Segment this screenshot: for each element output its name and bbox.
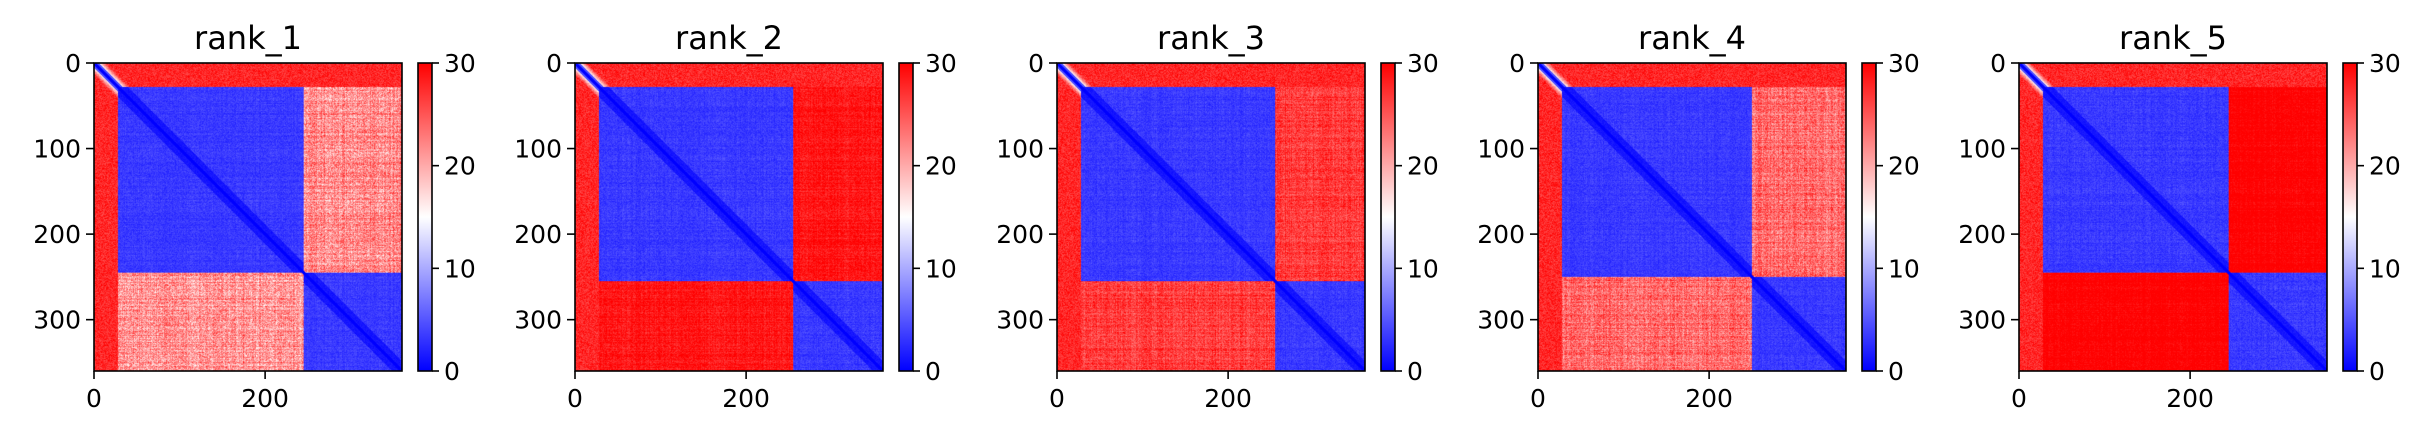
y-tick-label: 300	[1477, 306, 1525, 335]
plot-frame	[1537, 62, 1847, 372]
y-tick-label: 200	[514, 220, 562, 249]
heatmap-panel-4: rank_4 0 100 200 300 0 200 0 10 20 30	[1477, 19, 1920, 413]
y-tick-label: 0	[65, 49, 81, 78]
colorbar-tick-label: 20	[1888, 152, 1920, 181]
y-tick-label: 200	[33, 220, 81, 249]
colorbar	[1381, 63, 1395, 371]
colorbar-tick-label: 30	[1407, 49, 1439, 78]
heatmap-image	[1057, 63, 1365, 371]
y-tick-label: 300	[996, 306, 1044, 335]
plot-frame	[574, 62, 884, 372]
colorbar-tick-label: 0	[444, 357, 460, 386]
colorbar-tick-label: 20	[925, 152, 957, 181]
y-tick-label: 0	[546, 49, 562, 78]
colorbar-tick-label: 20	[444, 152, 476, 181]
x-tick-label: 0	[567, 384, 583, 413]
colorbar-tick-label: 0	[1407, 357, 1423, 386]
colorbar-tick-label: 30	[444, 49, 476, 78]
colorbar-frame	[417, 62, 433, 372]
y-tick-label: 100	[33, 135, 81, 164]
y-tick-label: 300	[514, 306, 562, 335]
y-tick-label: 200	[1958, 220, 2006, 249]
plot-frame	[93, 62, 403, 372]
y-tick-label: 100	[996, 135, 1044, 164]
plot-frame	[2018, 62, 2328, 372]
y-tick-label: 0	[1990, 49, 2006, 78]
x-tick-label: 0	[1530, 384, 1546, 413]
colorbar-tick-label: 10	[1407, 254, 1439, 283]
x-tick-label: 0	[1049, 384, 1065, 413]
panel-title: rank_1	[194, 19, 302, 57]
x-tick-label: 0	[2011, 384, 2027, 413]
y-tick-label: 100	[1477, 135, 1525, 164]
x-tick-label: 200	[241, 384, 289, 413]
colorbar-tick-label: 30	[2369, 49, 2401, 78]
y-tick-label: 300	[1958, 306, 2006, 335]
colorbar-tick-label: 0	[925, 357, 941, 386]
colorbar-frame	[898, 62, 914, 372]
x-tick-label: 0	[86, 384, 102, 413]
colorbar	[1862, 63, 1876, 371]
heatmap-image	[94, 63, 402, 371]
colorbar	[418, 63, 432, 371]
colorbar-frame	[1861, 62, 1877, 372]
heatmap-image	[575, 63, 883, 371]
heatmap-panel-5: rank_5 0 100 200 300 0 200 0 10 20 30	[1958, 19, 2401, 413]
y-tick-label: 100	[1958, 135, 2006, 164]
y-tick-label: 200	[996, 220, 1044, 249]
colorbar-frame	[2342, 62, 2358, 372]
colorbar-tick-label: 10	[2369, 254, 2401, 283]
colorbar-tick-label: 0	[2369, 357, 2385, 386]
colorbar	[899, 63, 913, 371]
colorbar-tick-label: 10	[444, 254, 476, 283]
x-tick-label: 200	[722, 384, 770, 413]
y-tick-label: 300	[33, 306, 81, 335]
panel-title: rank_3	[1157, 19, 1265, 57]
panel-title: rank_5	[2119, 19, 2227, 57]
colorbar-tick-label: 30	[925, 49, 957, 78]
colorbar-tick-label: 0	[1888, 357, 1904, 386]
colorbar-tick-label: 30	[1888, 49, 1920, 78]
x-tick-label: 200	[1685, 384, 1733, 413]
x-tick-label: 200	[1204, 384, 1252, 413]
colorbar-tick-label: 10	[925, 254, 957, 283]
panel-title: rank_2	[675, 19, 783, 57]
heatmap-panel-2: rank_2 0 100 200 300 0 200 0 10 20 30	[514, 19, 957, 413]
heatmap-image	[2019, 63, 2327, 371]
colorbar-tick-label: 10	[1888, 254, 1920, 283]
colorbar-tick-label: 20	[2369, 152, 2401, 181]
heatmap-panel-1: rank_1 0 100 200 300 0 200 0 10 20 30	[33, 19, 476, 413]
panel-title: rank_4	[1638, 19, 1746, 57]
heatmap-image	[1538, 63, 1846, 371]
x-tick-label: 200	[2166, 384, 2214, 413]
y-tick-label: 200	[1477, 220, 1525, 249]
colorbar-frame	[1380, 62, 1396, 372]
y-tick-label: 0	[1028, 49, 1044, 78]
heatmap-panel-3: rank_3 0 100 200 300 0 200 0 10 20 30	[996, 19, 1439, 413]
y-tick-label: 100	[514, 135, 562, 164]
colorbar-tick-label: 20	[1407, 152, 1439, 181]
y-tick-label: 0	[1509, 49, 1525, 78]
plot-frame	[1056, 62, 1366, 372]
colorbar	[2343, 63, 2357, 371]
